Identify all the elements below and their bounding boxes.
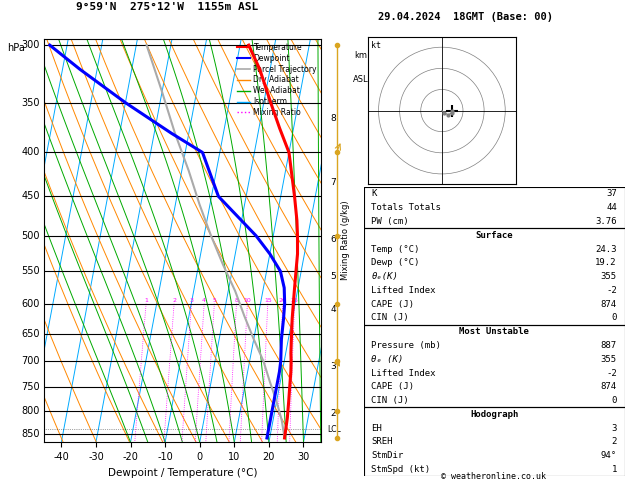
Text: Pressure (mb): Pressure (mb)	[371, 341, 442, 350]
Text: 5: 5	[213, 298, 216, 303]
Text: 20: 20	[279, 298, 287, 303]
Text: 0: 0	[611, 396, 617, 405]
Text: θₑ(K): θₑ(K)	[371, 272, 398, 281]
Text: 800: 800	[21, 406, 40, 416]
Text: 700: 700	[21, 356, 40, 366]
Text: CIN (J): CIN (J)	[371, 396, 409, 405]
Text: -2: -2	[606, 368, 617, 378]
Text: Totals Totals: Totals Totals	[371, 203, 442, 212]
Text: 500: 500	[21, 231, 40, 241]
Text: 94°: 94°	[601, 451, 617, 460]
Text: PW (cm): PW (cm)	[371, 217, 409, 226]
Text: 300: 300	[21, 40, 40, 50]
Text: CAPE (J): CAPE (J)	[371, 382, 415, 391]
Text: 850: 850	[21, 429, 40, 438]
Text: 2: 2	[172, 298, 176, 303]
Text: θₑ (K): θₑ (K)	[371, 355, 404, 364]
Text: ASL: ASL	[353, 75, 369, 84]
Text: Lifted Index: Lifted Index	[371, 368, 436, 378]
Text: 4: 4	[330, 305, 336, 314]
Text: 19.2: 19.2	[595, 259, 617, 267]
Legend: Temperature, Dewpoint, Parcel Trajectory, Dry Adiabat, Wet Adiabat, Isotherm, Mi: Temperature, Dewpoint, Parcel Trajectory…	[237, 43, 317, 117]
Text: 29.04.2024  18GMT (Base: 00): 29.04.2024 18GMT (Base: 00)	[378, 12, 553, 22]
Text: hPa: hPa	[8, 43, 25, 53]
Text: SREH: SREH	[371, 437, 393, 446]
Text: 650: 650	[21, 329, 40, 339]
Text: 4: 4	[202, 298, 206, 303]
Text: 2: 2	[611, 437, 617, 446]
Text: Temp (°C): Temp (°C)	[371, 244, 420, 254]
Text: 44: 44	[606, 203, 617, 212]
Text: 400: 400	[21, 147, 40, 157]
Text: 887: 887	[601, 341, 617, 350]
Text: 550: 550	[21, 266, 40, 276]
Text: Hodograph: Hodograph	[470, 410, 518, 419]
Text: 2: 2	[330, 409, 336, 418]
Text: StmDir: StmDir	[371, 451, 404, 460]
Text: 3: 3	[611, 424, 617, 433]
Text: StmSpd (kt): StmSpd (kt)	[371, 465, 430, 474]
Text: 750: 750	[21, 382, 40, 392]
Text: 874: 874	[601, 300, 617, 309]
Text: 7: 7	[330, 177, 337, 187]
Text: 350: 350	[21, 98, 40, 107]
Text: 15: 15	[264, 298, 272, 303]
Text: km: km	[354, 51, 367, 60]
Text: 1: 1	[611, 465, 617, 474]
Text: Most Unstable: Most Unstable	[459, 327, 529, 336]
Text: 355: 355	[601, 272, 617, 281]
Text: -2: -2	[606, 286, 617, 295]
Text: Dewp (°C): Dewp (°C)	[371, 259, 420, 267]
Text: 3: 3	[189, 298, 193, 303]
Text: 450: 450	[21, 191, 40, 201]
Text: kt: kt	[371, 41, 381, 50]
Text: 0: 0	[611, 313, 617, 322]
Text: 25: 25	[291, 298, 299, 303]
Text: 3.76: 3.76	[595, 217, 617, 226]
Text: Mixing Ratio (g/kg): Mixing Ratio (g/kg)	[341, 201, 350, 280]
Text: 3: 3	[330, 362, 337, 371]
Text: 5: 5	[330, 272, 337, 281]
Text: CIN (J): CIN (J)	[371, 313, 409, 322]
Text: 355: 355	[601, 355, 617, 364]
Text: LCL: LCL	[328, 425, 342, 434]
Text: 1: 1	[144, 298, 148, 303]
Text: 600: 600	[21, 299, 40, 309]
Text: EH: EH	[371, 424, 382, 433]
Text: 8: 8	[330, 114, 337, 123]
Text: 6: 6	[330, 235, 337, 244]
Text: Surface: Surface	[476, 231, 513, 240]
Text: 37: 37	[606, 190, 617, 198]
Text: 9°59'N  275°12'W  1155m ASL: 9°59'N 275°12'W 1155m ASL	[75, 2, 258, 13]
Text: Lifted Index: Lifted Index	[371, 286, 436, 295]
Text: CAPE (J): CAPE (J)	[371, 300, 415, 309]
Text: K: K	[371, 190, 377, 198]
Text: 874: 874	[601, 382, 617, 391]
Text: 8: 8	[235, 298, 238, 303]
Text: 10: 10	[243, 298, 251, 303]
Text: 24.3: 24.3	[595, 244, 617, 254]
Text: © weatheronline.co.uk: © weatheronline.co.uk	[442, 472, 546, 481]
X-axis label: Dewpoint / Temperature (°C): Dewpoint / Temperature (°C)	[108, 468, 257, 478]
